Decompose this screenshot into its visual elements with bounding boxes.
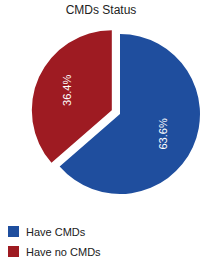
data-label: 36.4%	[61, 75, 73, 106]
legend-swatch	[8, 226, 19, 237]
data-label: 63.6%	[157, 118, 169, 149]
chart: CMDs Status 63.6% 36.4% Have CMDs Have no CM…	[0, 0, 203, 270]
pie-slice	[32, 30, 112, 163]
legend-label: Have CMDs	[26, 226, 86, 238]
title: CMDs Status	[66, 3, 137, 17]
legend-swatch	[8, 246, 19, 257]
legend-label: Have no CMDs	[26, 246, 101, 258]
